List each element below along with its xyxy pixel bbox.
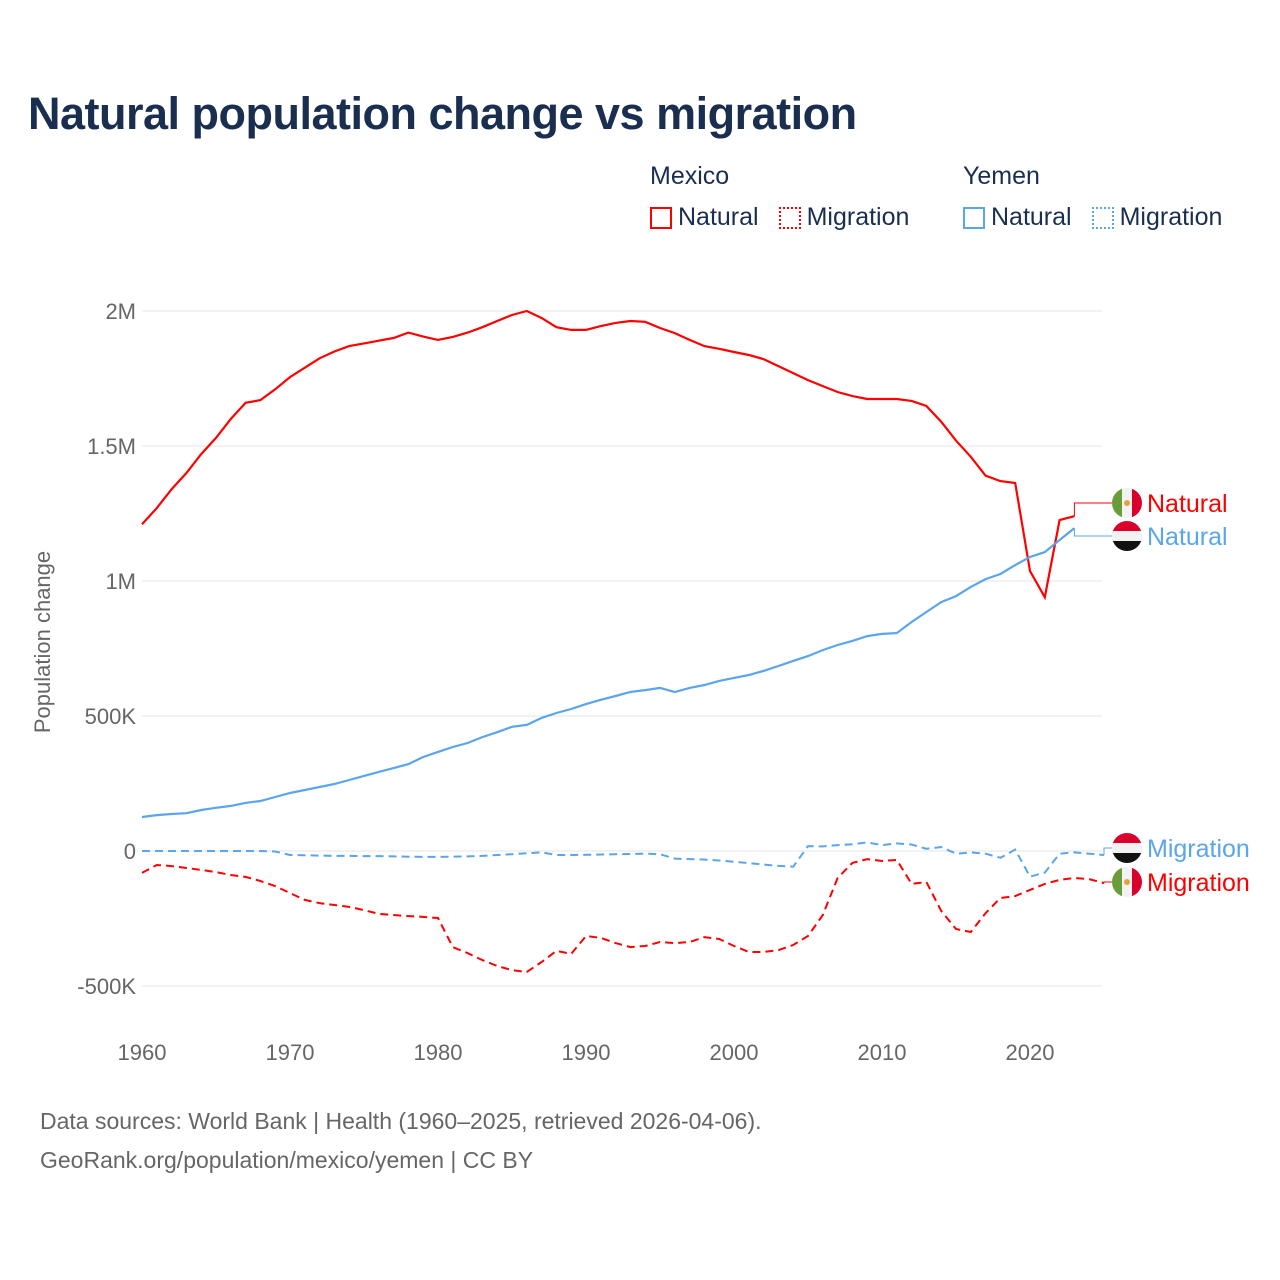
mexico-flag-icon — [1112, 867, 1142, 897]
legend-label: Natural — [678, 203, 759, 231]
mexico-flag-icon — [1112, 488, 1142, 518]
x-tick-label: 2010 — [858, 1040, 907, 1065]
series-end-label: Migration — [1112, 867, 1250, 897]
y-tick-label: 1.5M — [87, 434, 136, 459]
series-end-label: Natural — [1112, 521, 1228, 551]
label-leader-line — [1103, 847, 1112, 856]
y-tick-label: 1M — [105, 569, 136, 594]
flag-emblem — [1124, 879, 1130, 885]
flag-stripe — [1132, 488, 1142, 518]
footer-sources: Data sources: World Bank | Health (1960–… — [40, 1108, 762, 1134]
legend-item-yemen-natural[interactable]: Natural — [963, 203, 1072, 232]
y-tick-label: 500K — [85, 704, 137, 729]
legend-group-title: Mexico — [650, 162, 730, 190]
label-leader-line — [1073, 502, 1112, 517]
legend-swatch — [778, 206, 801, 229]
x-tick-label: 2000 — [710, 1040, 759, 1065]
flag-stripe — [1112, 833, 1142, 843]
yemen-migration-line — [142, 841, 1105, 878]
y-axis-label: Population change — [30, 551, 55, 733]
y-tick-label: 2M — [105, 299, 136, 324]
legend-swatch — [650, 206, 672, 229]
series-end-label: Natural — [1112, 488, 1228, 518]
legend-item-mexico-natural[interactable]: Natural — [650, 203, 759, 232]
legend-label: Natural — [991, 203, 1072, 231]
legend-label: Migration — [806, 203, 910, 231]
flag-stripe — [1112, 853, 1142, 863]
x-tick-label: 1960 — [118, 1040, 167, 1065]
legend-group-title: Yemen — [963, 162, 1040, 190]
flag-stripe — [1112, 521, 1142, 531]
mexico-migration-line — [141, 858, 1105, 974]
series-end-label: Migration — [1112, 833, 1250, 863]
legend-label: Migration — [1119, 203, 1223, 231]
mexico-natural-line — [141, 309, 1075, 601]
flag-stripe — [1132, 867, 1142, 897]
legend-group-yemen: Yemen Natural Migration — [963, 162, 1222, 232]
x-tick-label: 2020 — [1006, 1040, 1055, 1065]
legend-item-yemen-migration[interactable]: Migration — [1091, 203, 1223, 232]
x-tick-label: 1980 — [414, 1040, 463, 1065]
flag-stripe — [1112, 867, 1122, 897]
yemen-flag-icon — [1112, 521, 1142, 551]
footer-link[interactable]: GeoRank.org/population/mexico/yemen | CC… — [40, 1147, 534, 1173]
flag-emblem — [1124, 500, 1130, 506]
flag-stripe — [1112, 488, 1122, 518]
yemen-natural-line — [141, 527, 1076, 819]
label-leader-line — [1103, 881, 1112, 884]
y-tick-label: 0 — [124, 839, 136, 864]
series-label: Migration — [1147, 835, 1250, 863]
series-label: Migration — [1147, 869, 1250, 897]
legend-swatch — [963, 206, 985, 229]
legend-item-mexico-migration[interactable]: Migration — [778, 203, 910, 232]
x-tick-label: 1990 — [562, 1040, 611, 1065]
series-label: Natural — [1147, 490, 1228, 518]
flag-stripe — [1112, 843, 1142, 853]
legend-group-mexico: Mexico Natural Migration — [650, 162, 909, 232]
label-leader-line — [1073, 528, 1112, 537]
yemen-flag-icon — [1112, 833, 1142, 863]
x-tick-label: 1970 — [266, 1040, 315, 1065]
y-tick-label: -500K — [77, 974, 136, 999]
legend-swatch — [1091, 206, 1114, 229]
flag-stripe — [1112, 541, 1142, 551]
flag-stripe — [1112, 531, 1142, 541]
series-label: Natural — [1147, 523, 1228, 551]
chart-title: Natural population change vs migration — [28, 88, 857, 139]
